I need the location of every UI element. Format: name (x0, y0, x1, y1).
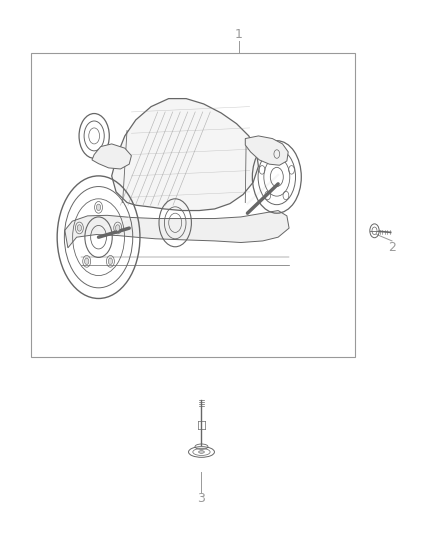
Text: 3: 3 (198, 492, 205, 505)
Ellipse shape (77, 225, 81, 231)
Ellipse shape (198, 451, 205, 453)
Ellipse shape (116, 225, 120, 231)
Polygon shape (65, 211, 289, 248)
Ellipse shape (108, 258, 113, 264)
Bar (31, 53, 355, 357)
Ellipse shape (85, 258, 89, 264)
Polygon shape (245, 136, 288, 165)
Polygon shape (112, 99, 258, 211)
Polygon shape (92, 144, 131, 169)
Text: 2: 2 (388, 241, 396, 254)
Text: 1: 1 (235, 28, 243, 41)
Ellipse shape (96, 204, 101, 211)
Ellipse shape (188, 447, 215, 457)
